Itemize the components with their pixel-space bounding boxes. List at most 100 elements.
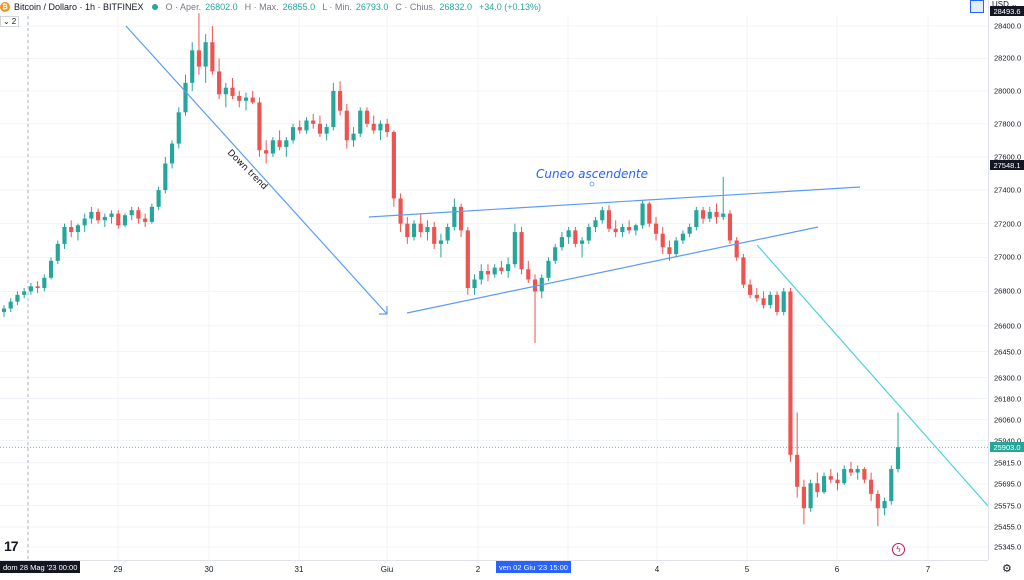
open-value: 26802.0 xyxy=(205,2,238,12)
candle-body xyxy=(358,110,363,134)
candle-body xyxy=(129,210,134,216)
candle-body xyxy=(331,90,336,128)
indicator-count: 2 xyxy=(11,17,17,26)
candle-body xyxy=(465,230,470,289)
lock-scale-button[interactable] xyxy=(970,0,984,13)
wedge-lower-line xyxy=(406,226,819,314)
candle-body xyxy=(566,230,571,238)
candle-body xyxy=(714,211,719,217)
candle-body xyxy=(317,123,323,134)
tradingview-logo-icon: 17 xyxy=(4,538,19,554)
candle-body xyxy=(237,95,242,101)
price-tick-label: 28000.0 xyxy=(994,86,1022,96)
candle-body xyxy=(586,227,591,241)
candle-body xyxy=(297,127,302,131)
candle-body xyxy=(344,110,349,141)
candle-body xyxy=(284,140,289,147)
candle-body xyxy=(781,291,786,312)
candle-body xyxy=(364,110,370,124)
candle-body xyxy=(250,97,255,103)
alert-icon[interactable]: ϟ xyxy=(892,543,905,556)
candle-body xyxy=(196,50,202,67)
candle-body xyxy=(385,123,390,133)
gear-icon[interactable]: ⚙ xyxy=(1002,563,1012,575)
chevron-down-icon: ⌄ xyxy=(1010,0,1018,9)
time-tick-label: 31 xyxy=(294,565,304,574)
arrow-head-icon xyxy=(379,306,388,315)
candle-body xyxy=(203,42,208,67)
candle-body xyxy=(48,260,54,278)
candle-body xyxy=(62,227,67,244)
candle-body xyxy=(418,223,423,233)
candle-body xyxy=(35,286,40,289)
price-tick-label: 27200.0 xyxy=(994,219,1022,229)
candle-body xyxy=(290,127,296,141)
time-tick-label: 5 xyxy=(744,565,750,574)
candle-body xyxy=(391,132,396,199)
candle-body xyxy=(143,218,148,222)
candle-body xyxy=(613,228,618,233)
candle-body xyxy=(479,270,484,280)
candle-body xyxy=(512,232,517,265)
candle-body xyxy=(102,216,107,221)
candle-body xyxy=(89,211,94,219)
price-tick-label: 26800.0 xyxy=(994,286,1022,296)
price-tick-label: 26300.0 xyxy=(994,373,1022,383)
candle-body xyxy=(405,223,410,238)
open-label: O · Aper. xyxy=(165,2,202,12)
candle-body xyxy=(821,476,827,493)
candle-body xyxy=(257,102,262,151)
candle-body xyxy=(338,90,343,111)
candle-body xyxy=(889,468,894,502)
currency-select[interactable]: USD ⌄ xyxy=(992,0,1018,9)
candle-body xyxy=(633,225,638,231)
candle-body xyxy=(640,203,645,226)
candle-body xyxy=(190,50,195,83)
candle-body xyxy=(774,294,780,312)
close-value: 26832.0 xyxy=(439,2,472,12)
candle-body xyxy=(411,223,417,238)
symbol-name[interactable]: Bitcoin / Dollaro · 1h · BITFINEX xyxy=(14,2,144,12)
indicators-toggle[interactable]: ⌄ 2 xyxy=(0,16,20,27)
candle-body xyxy=(452,206,457,228)
candle-body xyxy=(371,123,376,131)
candle-body xyxy=(895,447,901,469)
candle-body xyxy=(707,211,712,219)
candle-body xyxy=(109,213,114,217)
candle-body xyxy=(82,218,87,226)
candle-body xyxy=(647,203,652,224)
low-value: 26793.0 xyxy=(355,2,389,12)
candle-body xyxy=(573,230,578,244)
candle-body xyxy=(176,112,181,144)
candle-body xyxy=(163,163,168,191)
candle-body xyxy=(116,213,121,226)
cursor-date-label: ven 02 Giu '23 15:00 xyxy=(496,561,571,573)
price-tick-label: 27000.0 xyxy=(994,252,1022,262)
currency-label: USD xyxy=(992,0,1009,9)
candle-body xyxy=(882,501,887,509)
time-axis[interactable] xyxy=(0,560,988,580)
candle-body xyxy=(620,227,625,233)
price-tick-label: 28200.0 xyxy=(994,53,1022,63)
candle-body xyxy=(499,267,504,271)
price-tick-label: 25695.0 xyxy=(994,479,1022,489)
candle-body xyxy=(223,87,228,95)
price-tick-label: 26600.0 xyxy=(994,321,1022,331)
candle-body xyxy=(270,140,275,154)
candle-body xyxy=(546,260,551,278)
candle-body xyxy=(42,277,47,289)
price-tick-label: 27600.0 xyxy=(994,152,1022,162)
candle-body xyxy=(660,233,665,248)
candle-body xyxy=(734,240,739,258)
candle-body xyxy=(425,227,430,233)
candle-body xyxy=(311,120,316,124)
time-tick-label: 29 xyxy=(113,565,123,574)
pattern-title[interactable]: Cuneo ascendente xyxy=(536,167,649,181)
candle-body xyxy=(653,223,659,234)
price-axis[interactable] xyxy=(988,0,1024,560)
candle-body xyxy=(183,82,188,113)
candle-body xyxy=(667,247,672,255)
price-tick-label: 25940.0 xyxy=(994,436,1022,446)
